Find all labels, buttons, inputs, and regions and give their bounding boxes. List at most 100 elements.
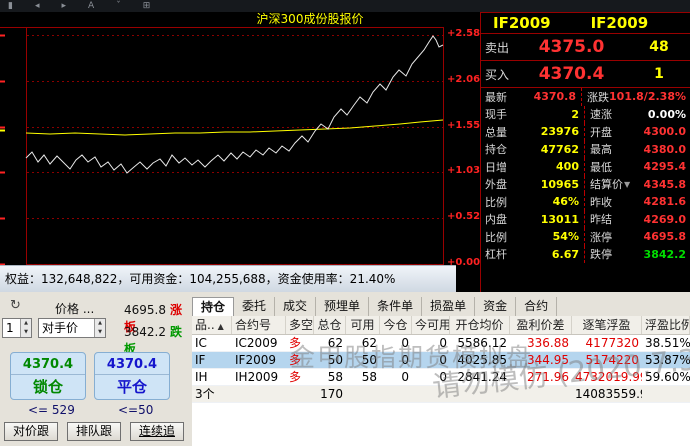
quote-row: 总量 23976 开盘 4300.0 bbox=[481, 123, 690, 141]
position-cell: 5586.12 bbox=[457, 336, 507, 350]
column-header[interactable]: 可用 bbox=[346, 316, 380, 334]
order-entry-panel: ↻ 价格 ... 4695.8 涨板 3842.2 跌板 1 ▲ ▼ 对手价 ▲ ▼ bbox=[0, 292, 192, 446]
stepper-down-icon[interactable]: ▼ bbox=[24, 329, 28, 335]
quote-label: 日增 bbox=[485, 160, 507, 174]
position-cell: 0 bbox=[439, 336, 447, 350]
refresh-icon[interactable]: ↻ bbox=[10, 298, 21, 313]
lock-limit-hint: <= 529 bbox=[28, 403, 75, 417]
stepper-up-icon[interactable]: ▲ bbox=[98, 320, 102, 326]
quote-value: 4300.0 bbox=[643, 125, 686, 139]
stepper-up-icon[interactable]: ▲ bbox=[24, 320, 28, 326]
position-cell: 50 bbox=[327, 353, 343, 367]
column-header[interactable]: 浮盈比例 bbox=[642, 316, 690, 334]
quote-label: 跌停 bbox=[590, 248, 612, 262]
quote-label: 涨停 bbox=[590, 230, 612, 244]
column-header[interactable]: 开仓均价 bbox=[450, 316, 510, 334]
stepper-down-icon[interactable]: ▼ bbox=[98, 329, 102, 335]
position-cell: 344.95 bbox=[527, 353, 569, 367]
column-header[interactable]: 今仓 bbox=[380, 316, 412, 334]
column-header[interactable]: 今可用 bbox=[412, 316, 450, 334]
tab-pre-orders[interactable]: 预埋单 bbox=[316, 297, 370, 316]
position-cell: 58 bbox=[327, 370, 343, 384]
quote-row: 持仓 47762 最高 4380.0 bbox=[481, 140, 690, 159]
caret-right-icon[interactable]: ▸ bbox=[61, 1, 67, 11]
column-header[interactable]: 逐笔浮盈 bbox=[572, 316, 642, 334]
tab-orders[interactable]: 委托 bbox=[234, 297, 276, 316]
quantity-value: 1 bbox=[6, 321, 14, 335]
position-cell: 0 bbox=[439, 353, 447, 367]
position-cell: 5174220 bbox=[585, 353, 639, 367]
contract-selector-right[interactable]: IF2009 bbox=[590, 14, 649, 32]
tab-stop-profit-orders[interactable]: 损盈单 bbox=[422, 297, 476, 316]
follow-counter-price-button[interactable]: 对价跟 bbox=[4, 422, 58, 441]
quote-row: 日增 400 最低 4295.4 bbox=[481, 158, 690, 176]
quote-cell-right: 结算价 ▼ 4345.8 bbox=[584, 175, 690, 193]
position-cell: 多 bbox=[289, 336, 302, 350]
quote-value: 101.8/2.38% bbox=[609, 90, 686, 104]
chevron-down-icon[interactable]: ˇ bbox=[116, 1, 121, 11]
quote-value: 13011 bbox=[540, 212, 579, 226]
chase-continuous-button[interactable]: 连续追 bbox=[130, 422, 184, 441]
quote-label: 最低 bbox=[590, 160, 612, 174]
position-cell: 4177320 bbox=[585, 336, 639, 350]
column-header[interactable]: 品.. ▲ bbox=[192, 316, 232, 334]
quantity-stepper-arrows[interactable]: ▲ ▼ bbox=[20, 319, 31, 337]
position-row[interactable]: IH IH2009 多 58 58 0 0 2841.24 271.96 4732019.99 59… bbox=[192, 369, 690, 386]
lock-label: 锁仓 bbox=[32, 378, 63, 396]
close-price: 4370.4 bbox=[95, 353, 169, 375]
quantity-stepper[interactable]: 1 ▲ ▼ bbox=[2, 318, 32, 338]
letter-a-icon[interactable]: A bbox=[88, 1, 95, 11]
column-header[interactable]: 总仓 bbox=[314, 316, 346, 334]
settlement-dropdown-icon[interactable]: ▼ bbox=[624, 179, 631, 189]
quote-cell-left: 内盘 13011 bbox=[481, 211, 584, 229]
tab-condition-orders[interactable]: 条件单 bbox=[369, 297, 423, 316]
quote-cell-right: 昨结 4269.0 bbox=[584, 210, 690, 228]
quote-label: 持仓 bbox=[485, 143, 507, 157]
ask-price[interactable]: 4375.0 bbox=[538, 37, 605, 57]
quote-label: 开盘 bbox=[590, 125, 612, 139]
contract-selector-left[interactable]: IF2009 bbox=[493, 14, 551, 32]
column-header[interactable]: 盈利价差 bbox=[510, 316, 572, 334]
position-cell: 53.87% bbox=[645, 353, 690, 367]
quote-value: 46% bbox=[552, 195, 579, 209]
quote-row: 现手 2 速涨 0.00% bbox=[481, 105, 690, 123]
follow-queue-button[interactable]: 排队跟 bbox=[67, 422, 121, 441]
tab-bar: 持仓 委托 成交 预埋单 条件单 损盈单 资金 合约 bbox=[192, 297, 558, 316]
price-type-arrows[interactable]: ▲ ▼ bbox=[94, 319, 105, 337]
quote-cell-left: 持仓 47762 bbox=[481, 141, 584, 159]
tab-funds[interactable]: 资金 bbox=[475, 297, 517, 316]
position-cell: 336.88 bbox=[527, 336, 569, 350]
quote-cell-right: 速涨 0.00% bbox=[584, 105, 690, 123]
column-header[interactable]: 多空 bbox=[286, 316, 314, 334]
position-cell: 58 bbox=[361, 370, 377, 384]
quote-row: 内盘 13011 昨结 4269.0 bbox=[481, 210, 690, 229]
bid-price[interactable]: 4370.4 bbox=[538, 64, 605, 84]
limit-up-value: 4695.8 bbox=[124, 303, 166, 317]
tab-contracts[interactable]: 合约 bbox=[516, 297, 558, 316]
quote-label: 涨跌 bbox=[587, 90, 610, 104]
grid-icon[interactable]: ⊞ bbox=[142, 1, 151, 11]
column-header[interactable]: 合约号 bbox=[232, 316, 286, 334]
caret-left-icon[interactable]: ◂ bbox=[34, 1, 40, 11]
position-row[interactable]: IF IF2009 多 50 50 0 0 4025.85 344.95 5174220 53.87… bbox=[192, 352, 690, 369]
quote-label: 最高 bbox=[590, 143, 612, 157]
position-cell: IH2009 bbox=[235, 370, 279, 384]
quote-cell-left: 外盘 10965 bbox=[481, 176, 584, 194]
follow-buttons-row: 对价跟 排队跟 连续追 bbox=[4, 422, 184, 441]
lock-position-button[interactable]: 4370.4 锁仓 bbox=[10, 352, 86, 400]
tab-positions[interactable]: 持仓 bbox=[192, 297, 235, 316]
quote-value: 4281.6 bbox=[643, 195, 686, 209]
close-position-button[interactable]: 4370.4 平仓 bbox=[94, 352, 170, 400]
position-row[interactable]: IC IC2009 多 62 62 0 0 5586.12 336.88 4177320 38.51… bbox=[192, 335, 690, 352]
bottom-section: ↻ 价格 ... 4695.8 涨板 3842.2 跌板 1 ▲ ▼ 对手价 ▲ ▼ bbox=[0, 292, 690, 446]
tab-trades[interactable]: 成交 bbox=[275, 297, 317, 316]
quote-label: 比例 bbox=[485, 195, 507, 209]
summary-cell bbox=[450, 386, 510, 402]
account-info-bar: 权益：132,648,822，可用资金：104,255,688，资金使用率：21… bbox=[0, 265, 456, 292]
quote-panel: IF2009 IF2009 卖出 4375.0 48 买入 4370.4 1 最… bbox=[480, 12, 690, 292]
price-type-selector[interactable]: 对手价 ▲ ▼ bbox=[38, 318, 106, 338]
position-cell: IC bbox=[195, 336, 207, 350]
close-limit-hint: <=50 bbox=[118, 403, 154, 417]
quote-row: 比例 54% 涨停 4695.8 bbox=[481, 228, 690, 246]
bar-icon[interactable]: ▮ bbox=[8, 1, 13, 11]
